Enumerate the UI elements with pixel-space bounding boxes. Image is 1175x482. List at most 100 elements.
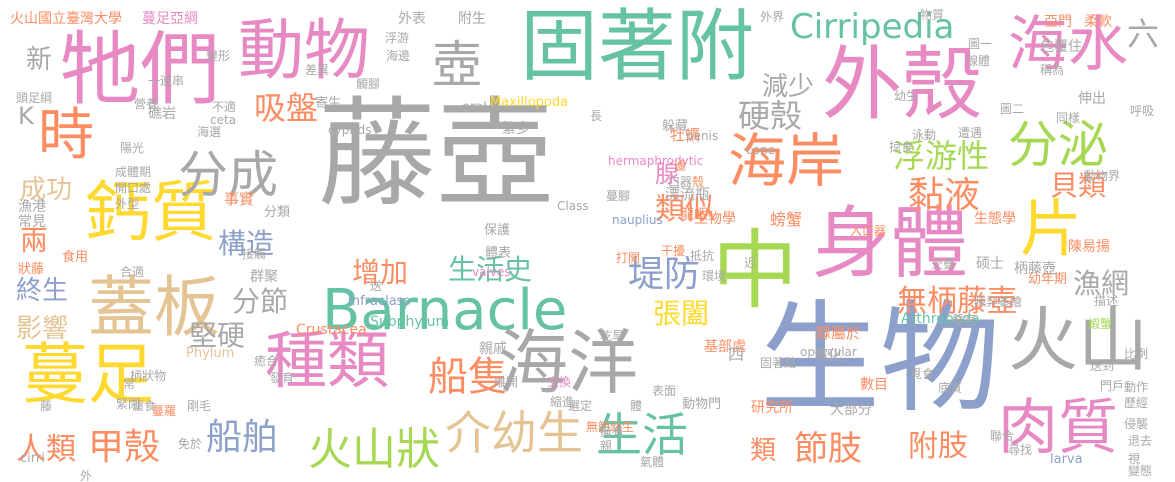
word-cloud-term: 附生 [458, 11, 486, 27]
word-cloud-term: 壺 [432, 36, 482, 94]
word-cloud-term: 四 [728, 345, 745, 364]
word-cloud-term: 動作 [1124, 380, 1149, 394]
word-cloud-term: 堤防 [628, 254, 701, 295]
word-cloud-term: 柄狀物 [130, 369, 167, 383]
word-cloud-term: 差異 [305, 63, 330, 77]
word-cloud-term: 繁多 [502, 121, 530, 137]
word-cloud-term: 生活史 [448, 253, 533, 286]
word-cloud-term: 癒合 [254, 354, 279, 368]
word-cloud-term: 動物門 [682, 397, 722, 412]
word-cloud-term: 固著點 [760, 356, 797, 370]
word-cloud-term: 體 [630, 399, 643, 413]
word-cloud-term: 合適 [120, 265, 145, 279]
word-cloud-term: 歷經 [1124, 396, 1149, 410]
word-cloud-term: 藤壺 [318, 85, 555, 223]
word-cloud-term: nauplius [612, 213, 663, 227]
word-cloud-term: 種類 [265, 324, 390, 397]
word-cloud-term: 外界 [760, 10, 785, 24]
word-cloud-term: Maxillopoda [490, 95, 569, 110]
word-cloud-term: 演化 [814, 348, 842, 364]
word-cloud-term: 氣體 [640, 455, 665, 469]
word-cloud-term: 吸盤 [254, 89, 319, 127]
word-cloud-term: 外型 [115, 197, 140, 211]
word-cloud-term: 硕士 [976, 256, 1004, 272]
word-cloud-term: 節肢 [794, 429, 862, 469]
word-cloud-term: 親戚 [479, 341, 507, 357]
word-cloud-term: 近 [744, 256, 757, 270]
word-cloud-term: 海岸 [728, 127, 845, 195]
word-cloud-term: 硬殼 [738, 97, 803, 135]
word-cloud-term: 片 [1020, 192, 1083, 265]
word-cloud-term: 大部分 [830, 402, 872, 418]
word-cloud-term: 不適 [212, 100, 237, 114]
word-cloud-term: valves [472, 265, 511, 279]
word-cloud-term: Cirripedia [790, 7, 955, 47]
word-cloud-term: 生物 [760, 290, 1000, 429]
word-cloud-term: 肉質 [998, 393, 1118, 463]
word-cloud-term: 觸腳 [356, 77, 381, 91]
word-cloud-term: 船舶 [206, 417, 279, 458]
word-cloud-term: 比例 [1124, 347, 1149, 361]
word-cloud-term: 接觸 [242, 247, 267, 261]
word-cloud-term: 船隻 [428, 354, 508, 400]
word-cloud-term: K [18, 102, 34, 130]
word-cloud-term: opercular [800, 345, 857, 359]
word-cloud-term: Phylum [186, 346, 235, 361]
word-cloud-term: 分泌 [1008, 116, 1108, 174]
word-cloud-term: 柔軟 [1084, 14, 1112, 30]
word-cloud-term: 泳動 [912, 128, 937, 142]
word-cloud-term: 動物 [238, 12, 370, 89]
word-cloud-term: 龍蝦 [680, 207, 708, 223]
word-cloud-term: 圖二 [1000, 102, 1025, 116]
word-cloud-term: 張闔 [653, 297, 710, 330]
word-cloud-term: 牡蠣 [670, 126, 701, 144]
word-cloud-term: 隸屬於 [816, 324, 862, 342]
word-cloud-term: 柄藤壺 [1014, 261, 1056, 277]
word-cloud-term: 外殼 [822, 38, 982, 131]
word-cloud-term: 海選 [197, 125, 222, 139]
word-cloud-term: 終生 [16, 276, 69, 306]
word-cloud-term: 黏液 [908, 175, 981, 216]
word-cloud-term: 呼吸 [1130, 104, 1155, 118]
word-cloud-term: 群聚 [250, 269, 278, 285]
word-cloud-term: 螃蟹 [770, 210, 803, 229]
word-cloud-term: 稱為 [1040, 63, 1065, 77]
word-cloud-term: 遭遇 [958, 126, 983, 140]
word-cloud-term: 甲殼 [88, 427, 161, 468]
word-cloud-term: 濾食 [132, 399, 157, 413]
word-cloud-term: 侵襲 [1124, 417, 1149, 431]
word-cloud-term: 保護 [484, 223, 511, 238]
word-cloud-term: 環境 [702, 269, 727, 283]
word-cloud-term: 數目 [860, 377, 888, 393]
word-cloud-term: 門戶 [1100, 379, 1125, 393]
word-cloud-term: 打開 [616, 251, 641, 265]
word-cloud-term: 免於 [178, 437, 203, 451]
word-cloud-term: 殼 [692, 175, 705, 189]
word-cloud-term: 底質 [938, 381, 963, 395]
word-cloud-term: 構造 [218, 227, 275, 260]
word-cloud-term: 分節 [232, 285, 289, 318]
word-cloud-term: 六 [1127, 15, 1160, 53]
word-cloud-term: 抵抗 [690, 249, 715, 263]
word-cloud-term: 分成 [178, 146, 278, 204]
word-cloud-term: 時 [38, 103, 94, 168]
word-cloud-term: 浮游性 [893, 137, 990, 175]
word-cloud-term: Barnacle [322, 278, 568, 343]
word-cloud-term: 海洋 [498, 322, 638, 404]
word-cloud-term: 兩 [20, 224, 49, 257]
word-cloud-term: 介幼生 [445, 406, 583, 460]
word-cloud-term: 緊閉 [116, 397, 141, 411]
word-cloud-term: 漁港 [18, 199, 46, 215]
word-cloud-term: 亞門 [1044, 14, 1072, 30]
word-cloud-term: 腺體 [966, 54, 991, 68]
word-cloud-term: 人類 [16, 432, 76, 467]
word-cloud-term: 蔓足 [22, 336, 154, 413]
word-cloud-term: 圖一 [968, 37, 993, 51]
word-cloud-term: 生活 [596, 408, 688, 462]
word-cloud-term: 外 [80, 469, 93, 482]
word-cloud-term: 干擾 [661, 244, 686, 258]
word-cloud-term: 附肢 [908, 429, 968, 464]
word-cloud-term: 事實 [224, 190, 255, 208]
word-cloud-term: 送 [370, 279, 383, 293]
